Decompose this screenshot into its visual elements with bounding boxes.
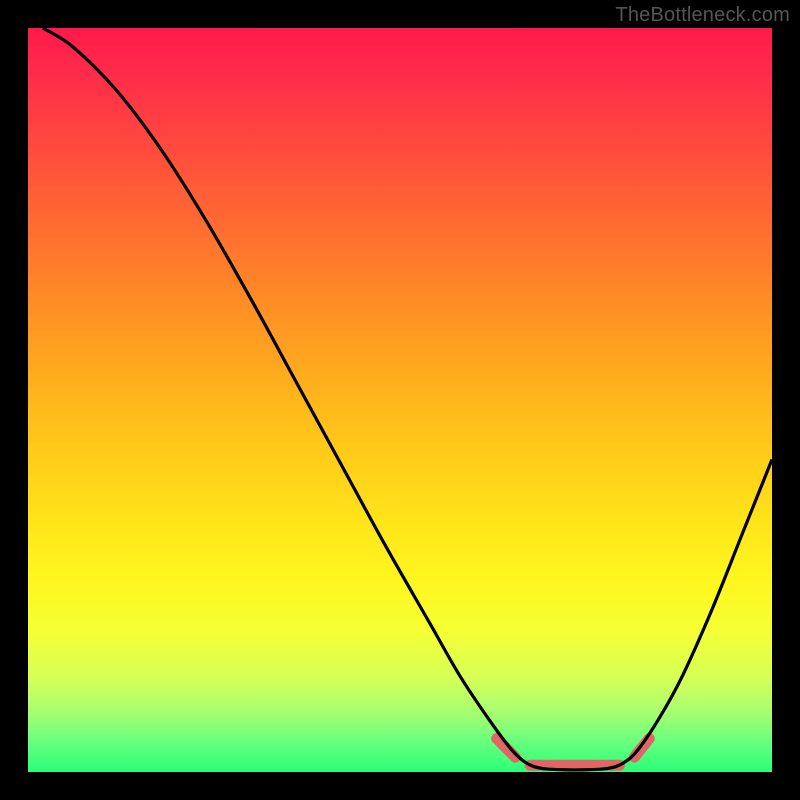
watermark-text: TheBottleneck.com <box>615 4 790 27</box>
chart-background <box>28 28 772 772</box>
bottleneck-chart <box>0 0 800 800</box>
